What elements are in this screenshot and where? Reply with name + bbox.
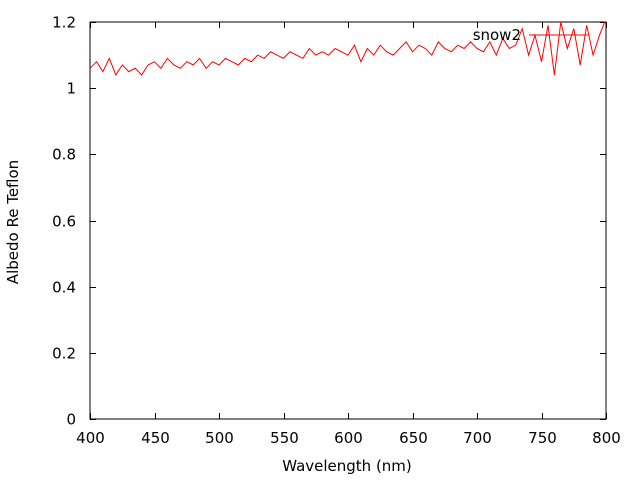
y-tick-label: 1.2 bbox=[52, 14, 76, 32]
y-tick-label: 0 bbox=[66, 411, 76, 429]
x-tick-label: 400 bbox=[76, 429, 105, 447]
x-axis-ticks: 400 450 500 550 600 650 700 750 800 bbox=[76, 22, 621, 447]
x-tick-label: 650 bbox=[399, 429, 428, 447]
x-axis-label: Wavelength (nm) bbox=[282, 457, 412, 475]
y-tick-label: 1 bbox=[66, 80, 76, 98]
series-layer bbox=[90, 22, 606, 76]
y-axis-ticks: 0 0.2 0.4 0.6 0.8 1 1.2 bbox=[52, 14, 606, 429]
legend: snow2 bbox=[473, 26, 588, 44]
x-tick-label: 500 bbox=[205, 429, 234, 447]
x-tick-label: 600 bbox=[334, 429, 363, 447]
plot-frame bbox=[89, 21, 607, 420]
x-tick-label: 450 bbox=[141, 429, 170, 447]
x-tick-label: 750 bbox=[528, 429, 557, 447]
plot-border bbox=[89, 21, 607, 420]
x-tick-label: 800 bbox=[592, 429, 621, 447]
y-tick-label: 0.4 bbox=[52, 279, 76, 297]
series-line-snow2 bbox=[90, 22, 606, 76]
legend-label: snow2 bbox=[473, 26, 521, 44]
x-tick-label: 700 bbox=[463, 429, 492, 447]
y-axis-label: Albedo Re Teflon bbox=[4, 160, 22, 284]
y-tick-label: 0.6 bbox=[52, 213, 76, 231]
y-tick-label: 0.8 bbox=[52, 146, 76, 164]
x-tick-label: 550 bbox=[270, 429, 299, 447]
y-tick-label: 0.2 bbox=[52, 345, 76, 363]
